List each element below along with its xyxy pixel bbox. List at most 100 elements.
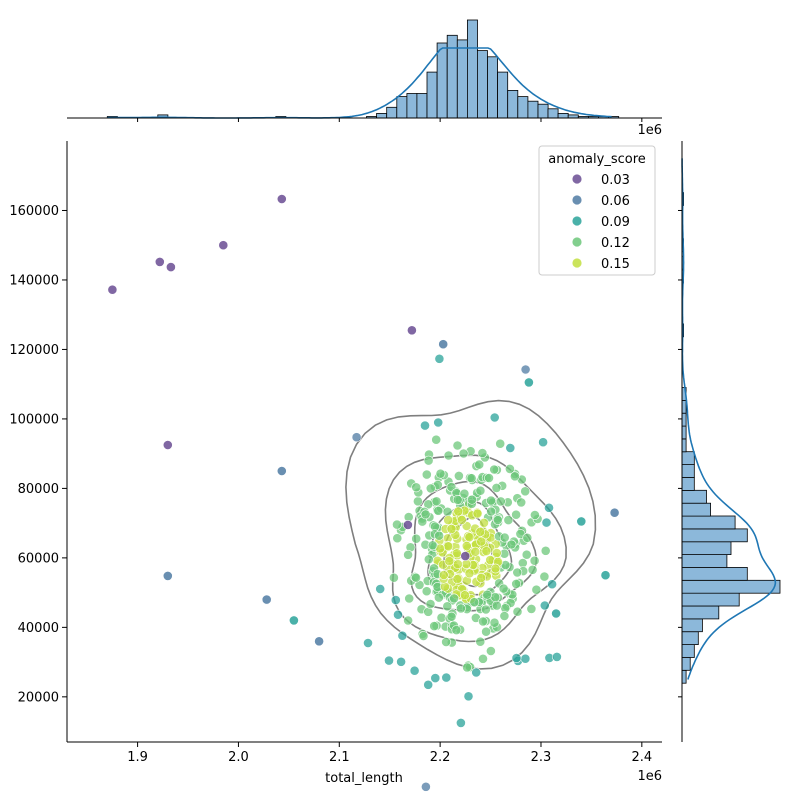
right-hist-bar bbox=[681, 515, 736, 530]
y-tick-label: 60000 bbox=[18, 551, 59, 566]
scatter-point bbox=[505, 443, 516, 453]
outlier-point bbox=[154, 256, 165, 267]
outlier-point bbox=[276, 466, 287, 476]
scatter-point bbox=[430, 673, 441, 683]
legend-title: anomaly_score bbox=[548, 152, 646, 167]
scatter-point bbox=[453, 506, 464, 517]
y-tick-label: 160000 bbox=[9, 204, 59, 219]
y-tick-label: 100000 bbox=[9, 412, 59, 427]
top-hist-bar bbox=[557, 113, 569, 119]
scatter-point bbox=[384, 655, 394, 666]
scatter-point bbox=[478, 616, 488, 627]
scatter-point bbox=[441, 637, 451, 647]
scatter-point bbox=[404, 593, 415, 604]
scatter-point bbox=[392, 519, 402, 530]
scatter-point bbox=[475, 485, 486, 496]
right-hist-bar bbox=[681, 644, 695, 658]
right-hist-bar bbox=[681, 567, 748, 581]
scatter-point bbox=[396, 656, 406, 667]
scatter-point bbox=[491, 600, 502, 611]
top-hist-bar bbox=[386, 106, 398, 119]
scatter-point bbox=[490, 592, 501, 603]
scatter-point bbox=[420, 420, 430, 431]
x-tick-label: 2.0 bbox=[228, 750, 249, 765]
scatter-point bbox=[481, 546, 492, 556]
scatter-point bbox=[438, 570, 449, 580]
scatter-point bbox=[540, 545, 551, 556]
top-histogram-panel bbox=[67, 19, 662, 122]
top-hist-bar bbox=[456, 39, 468, 119]
top-hist-bar bbox=[406, 93, 418, 119]
right-hist-bar bbox=[681, 541, 732, 556]
legend-marker bbox=[572, 195, 582, 205]
outlier-point bbox=[576, 516, 587, 527]
scatter-point bbox=[411, 482, 422, 493]
outlier-point bbox=[162, 440, 173, 450]
top-hist-bar bbox=[517, 96, 529, 119]
y-tick-label: 120000 bbox=[9, 343, 59, 358]
scatter-point bbox=[530, 510, 540, 520]
right-hist-bar bbox=[681, 605, 720, 620]
scatter-point bbox=[433, 505, 444, 516]
scatter-point bbox=[455, 603, 466, 614]
scatter-point bbox=[363, 638, 373, 648]
scatter-point bbox=[552, 652, 562, 662]
scatter-point bbox=[477, 448, 488, 458]
scatter-point bbox=[461, 541, 472, 551]
top-hist-bar bbox=[507, 90, 519, 119]
right-hist-bar bbox=[681, 477, 695, 491]
main-scatter-panel: 1.9 2.0 2.1 2.2 2.3 2.4 20000 40000 60000 80000 10… bbox=[9, 141, 662, 792]
top-hist-bar bbox=[426, 71, 438, 119]
outlier-point bbox=[551, 608, 561, 619]
scatter-point bbox=[423, 554, 434, 565]
outlier-point bbox=[609, 507, 620, 518]
scatter-point bbox=[486, 495, 496, 506]
scatter-point bbox=[498, 583, 509, 594]
scatter-point bbox=[435, 468, 446, 479]
right-hist-bar bbox=[681, 425, 687, 440]
top-offset-text: 1e6 bbox=[637, 123, 662, 138]
x-offset-text: 1e6 bbox=[637, 769, 662, 784]
right-hist-bar bbox=[681, 399, 687, 414]
top-hist-bar bbox=[396, 96, 408, 119]
scatter-point bbox=[427, 540, 438, 551]
outlier-point bbox=[524, 377, 534, 388]
scatter-point bbox=[455, 718, 466, 728]
scatter-point bbox=[516, 497, 527, 508]
scatter-point bbox=[403, 615, 413, 626]
scatter-point bbox=[452, 559, 463, 570]
scatter-point bbox=[434, 353, 445, 364]
scatter-point bbox=[451, 625, 462, 635]
scatter-point bbox=[538, 437, 548, 448]
scatter-point bbox=[520, 364, 531, 375]
scatter-point bbox=[446, 611, 457, 622]
scatter-point bbox=[471, 667, 482, 678]
scatter-point bbox=[388, 572, 399, 583]
scatter-point bbox=[351, 432, 362, 443]
outlier-point bbox=[288, 615, 299, 626]
scatter-point bbox=[491, 548, 502, 558]
scatter-point bbox=[464, 568, 475, 579]
right-kde-line bbox=[681, 158, 777, 680]
scatter-point bbox=[436, 612, 447, 623]
y-tick-label: 20000 bbox=[18, 690, 59, 705]
scatter-point bbox=[511, 509, 521, 520]
x-tick-label: 2.3 bbox=[531, 750, 552, 765]
scatter-point bbox=[480, 604, 491, 615]
scatter-point bbox=[495, 438, 506, 449]
x-tick-label: 2.1 bbox=[329, 750, 350, 765]
scatter-point bbox=[459, 488, 470, 499]
scatter-point bbox=[481, 626, 491, 637]
outlier-point bbox=[162, 571, 173, 581]
scatter-point bbox=[425, 599, 436, 609]
scatter-point bbox=[503, 515, 514, 525]
right-histogram-panel bbox=[678, 141, 781, 742]
x-tick-label: 2.2 bbox=[430, 750, 451, 765]
scatter-point bbox=[452, 574, 463, 584]
top-hist-bar bbox=[497, 71, 509, 119]
right-hist-bar bbox=[681, 489, 707, 504]
scatter-point bbox=[475, 526, 486, 537]
scatter-point bbox=[510, 471, 520, 482]
scatter-point bbox=[431, 496, 442, 507]
outlier-point bbox=[406, 325, 417, 336]
